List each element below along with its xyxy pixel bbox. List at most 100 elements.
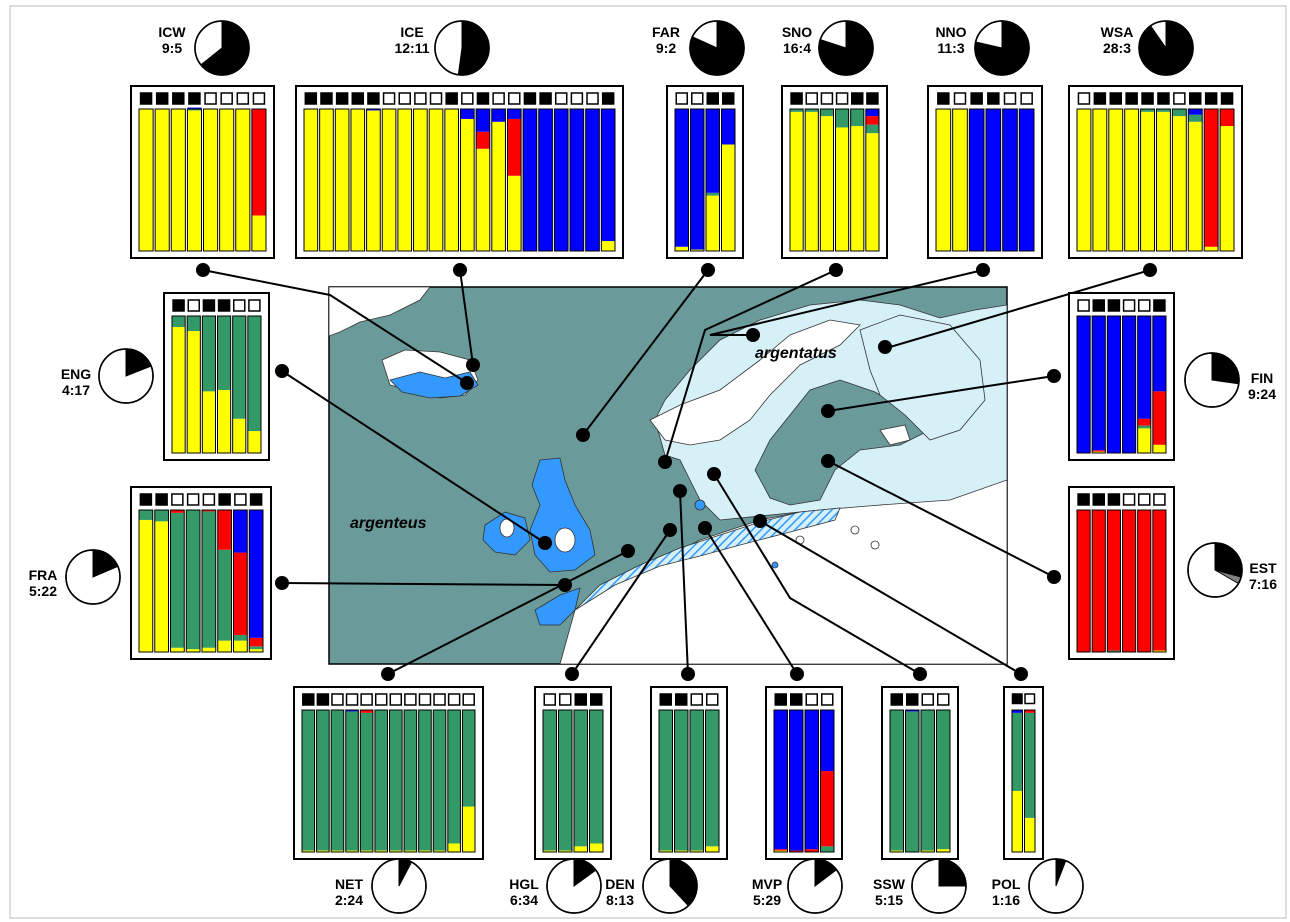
bar-segment — [721, 144, 735, 251]
sample-square-filled — [1093, 92, 1107, 105]
bar-segment — [820, 109, 834, 117]
sample-square-open — [248, 299, 261, 312]
bar-outline — [1124, 108, 1140, 252]
bar-segment — [1152, 316, 1166, 392]
bar-segment — [1122, 316, 1136, 453]
bar-outline — [968, 108, 985, 252]
bar-segment — [774, 850, 788, 852]
bar-outline — [1108, 108, 1124, 252]
sample-square-filled — [367, 92, 380, 105]
bar-outline — [689, 709, 704, 853]
bar-outline — [185, 509, 201, 653]
sample-square-open — [382, 92, 396, 105]
bar-outline — [674, 108, 689, 252]
sample-square-open — [360, 693, 373, 706]
population-ratio: 9:24 — [1248, 386, 1276, 402]
bar-segment — [462, 710, 475, 807]
bar-outline — [1137, 509, 1152, 653]
population-code: MVP — [752, 876, 782, 892]
sample-square-filled — [155, 493, 168, 506]
bar-outline — [835, 108, 850, 252]
sample-square-open — [447, 693, 461, 706]
population-code: FRA — [29, 567, 58, 583]
bar-segment — [675, 109, 689, 247]
sample-square-open — [921, 693, 934, 706]
bar-segment — [345, 711, 359, 851]
sample-square-filled — [970, 92, 983, 105]
france-coast-blue — [534, 587, 581, 626]
panel-frame — [1003, 686, 1044, 860]
bar-outline — [251, 108, 267, 252]
sample-square-open — [805, 92, 818, 105]
bar-outline — [345, 709, 359, 853]
bar-segment — [558, 850, 572, 852]
bar-segment — [706, 195, 720, 251]
sample-square-filled — [774, 693, 787, 706]
bar-segment — [820, 771, 834, 847]
pie-outline — [1028, 858, 1084, 914]
bar-segment — [1137, 428, 1151, 453]
bar-segment — [1137, 425, 1151, 429]
sample-square-open — [429, 92, 443, 105]
bar-segment — [507, 175, 522, 251]
bar-segment — [789, 710, 803, 851]
bar-segment — [1188, 109, 1203, 115]
bar-segment — [139, 510, 153, 520]
population-ratio: 6:34 — [510, 892, 538, 908]
sample-square-open — [1138, 299, 1151, 312]
sample-square-filled — [1153, 299, 1166, 312]
sample-square-open — [691, 92, 704, 105]
sample-square-open — [820, 92, 834, 105]
bar-segment — [154, 510, 169, 522]
sample-square-open — [690, 693, 703, 706]
bar-segment — [233, 634, 248, 641]
bar-segment — [865, 133, 879, 251]
sample-square-filled — [202, 299, 216, 312]
bar-outline — [506, 108, 522, 252]
sample-square-filled — [1141, 92, 1154, 105]
population-code: SSW — [873, 876, 906, 892]
bar-segment — [1124, 109, 1139, 251]
bar-outline — [1024, 709, 1036, 853]
connector-line-est — [827, 460, 1055, 578]
bar-segment — [360, 712, 373, 851]
bar-segment — [1188, 121, 1203, 251]
bar-segment — [1024, 712, 1035, 818]
sample-square-open — [186, 493, 200, 506]
pie-outline — [1138, 20, 1194, 76]
population-ratio: 28:3 — [1103, 40, 1131, 56]
bar-segment — [170, 510, 185, 513]
sample-square-filled — [523, 92, 537, 105]
bar-segment — [986, 109, 1001, 251]
hatched-coast — [574, 507, 841, 611]
sample-square-filled — [1189, 92, 1202, 105]
pie-outline — [787, 858, 843, 914]
sample-square-filled — [139, 493, 153, 506]
sample-square-filled — [476, 92, 490, 105]
bar-segment — [433, 710, 446, 851]
bar-segment — [187, 109, 202, 111]
connector-dot-map — [538, 536, 552, 550]
bar-outline — [1140, 108, 1155, 252]
bar-segment — [1077, 316, 1091, 453]
sample-square-open — [331, 693, 344, 706]
bar-segment — [366, 109, 381, 111]
sample-square-filled — [866, 92, 879, 105]
bar-outline — [138, 108, 154, 252]
sample-square-open — [508, 92, 521, 105]
connector-dot-panel — [1047, 570, 1061, 584]
sample-square-open — [1024, 693, 1036, 705]
bar-segment — [249, 649, 263, 652]
bar-segment — [447, 710, 461, 844]
bar-segment — [936, 849, 950, 852]
bar-segment — [705, 846, 719, 852]
connector-dot-map — [753, 514, 767, 528]
bar-outline — [248, 509, 264, 653]
bar-segment — [1152, 444, 1166, 453]
sample-square-open — [1003, 92, 1017, 105]
bar-outline — [186, 315, 201, 454]
connector-dot-panel — [565, 667, 579, 681]
bar-segment — [1172, 116, 1187, 251]
